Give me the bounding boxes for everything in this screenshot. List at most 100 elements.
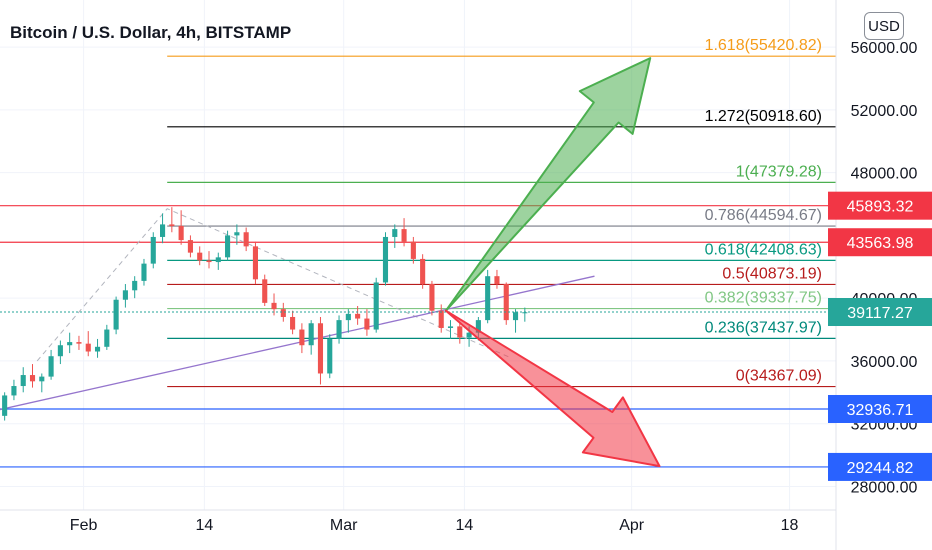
fib-level-label: 0.5(40873.19) [722, 265, 822, 282]
candle-body [234, 232, 240, 236]
chart-title: Bitcoin / U.S. Dollar, 4h, BITSTAMP [10, 23, 291, 42]
candle-body [317, 323, 324, 374]
candle-body [429, 284, 435, 311]
candle-body [373, 282, 379, 330]
candle-body [67, 342, 73, 346]
price-axis[interactable]: 56000.0052000.0048000.0040000.0036000.00… [851, 40, 918, 496]
dashed-projection-line[interactable] [36, 208, 512, 362]
price-tick-label: 36000.00 [851, 354, 918, 371]
price-badge [828, 394, 932, 423]
candle-body [225, 235, 231, 258]
fib-level-label: 1.272(50918.60) [705, 108, 822, 125]
candle-body [197, 252, 203, 261]
candle-body [132, 280, 138, 291]
candle-body [410, 241, 416, 259]
price-badge [828, 298, 932, 327]
candle-body [160, 224, 166, 237]
candle-body [485, 276, 491, 321]
candle-body [94, 346, 101, 352]
fib-level-label: 0.236(37437.97) [705, 319, 822, 336]
fib-level-label: 0.786(44594.67) [705, 207, 822, 224]
candle-body [382, 236, 389, 283]
price-badge-label: 29244.82 [847, 460, 914, 477]
candle-body [438, 310, 444, 328]
candle-body [122, 290, 128, 300]
candle-body [150, 236, 156, 264]
price-badge-label: 32936.71 [847, 402, 914, 419]
candle-body [392, 229, 398, 237]
candle-body [290, 316, 296, 330]
candle-body [243, 232, 249, 247]
price-tick-label: 48000.00 [851, 166, 918, 183]
candle-body [39, 376, 45, 382]
candle-body [466, 332, 472, 338]
bullish-arrow[interactable] [444, 57, 652, 312]
candle-body [11, 386, 17, 396]
candles [2, 207, 528, 421]
candle-body [271, 302, 277, 310]
candle-body [20, 375, 26, 387]
fib-level-label: 1(47379.28) [736, 163, 822, 180]
candle-body [48, 356, 54, 377]
time-tick-label: Feb [70, 517, 98, 534]
plot-area[interactable]: 1.618(55420.82) 1.272(50918.60) 1(47379.28… [0, 37, 836, 468]
price-badge-label: 45893.32 [847, 199, 914, 216]
time-tick-label: 14 [456, 517, 474, 534]
projection-arrows[interactable] [444, 57, 661, 468]
candle-body [420, 258, 426, 285]
candle-body [299, 329, 305, 346]
time-tick-label: 18 [781, 517, 799, 534]
candle-body [401, 229, 407, 242]
candle-body [252, 246, 258, 280]
price-tick-label: 56000.00 [851, 40, 918, 57]
candle-body [512, 312, 519, 321]
candle-body [215, 257, 221, 263]
candle-body [178, 225, 184, 241]
candle-body [85, 343, 91, 352]
candle-body [2, 395, 8, 416]
price-badge-label: 43563.98 [847, 235, 914, 252]
candle-body [364, 318, 370, 330]
fib-level-label: 1.618(55420.82) [705, 37, 822, 54]
price-badge [828, 228, 932, 257]
candle-body [327, 338, 333, 374]
fib-level-label: 0.382(39337.75) [705, 290, 822, 307]
candle-body [187, 240, 193, 253]
candle-body [262, 279, 268, 303]
candle-body [206, 260, 212, 263]
fibonacci-labels: 1.618(55420.82) 1.272(50918.60) 1(47379.28… [705, 37, 822, 384]
candle-body [169, 224, 175, 226]
trendline[interactable] [0, 275, 595, 411]
candle-body [308, 323, 314, 346]
candle-body [522, 312, 528, 314]
candle-body [457, 326, 463, 338]
candle-body [29, 375, 36, 382]
time-axis[interactable]: Feb 14 Mar 14 Apr 18 [70, 517, 799, 534]
time-tick-label: 14 [195, 517, 213, 534]
time-tick-label: Apr [619, 517, 645, 534]
horizontal-lines[interactable] [0, 205, 836, 468]
fibonacci-extension[interactable] [167, 55, 836, 388]
candle-body [104, 329, 110, 347]
bearish-arrow[interactable] [444, 309, 661, 468]
candle-body [336, 320, 342, 339]
price-tick-label: 28000.00 [851, 479, 918, 496]
candle-body [355, 313, 361, 319]
candle-body [345, 313, 351, 321]
currency-button[interactable]: USD [864, 12, 904, 40]
candle-body [280, 309, 286, 317]
fib-level-label: 0(34367.09) [736, 368, 822, 385]
candle-body [76, 342, 82, 344]
candle-body [113, 299, 119, 330]
candle-body [141, 263, 147, 281]
price-badge [828, 191, 932, 220]
price-badge [828, 452, 932, 481]
candle-body [57, 345, 63, 357]
candle-body [494, 276, 500, 285]
fib-level-label: 0.618(42408.63) [705, 241, 822, 258]
time-tick-label: Mar [330, 517, 358, 534]
candle-body [447, 326, 454, 328]
price-badge-label: 39117.27 [847, 305, 913, 322]
price-tick-label: 52000.00 [851, 103, 918, 120]
